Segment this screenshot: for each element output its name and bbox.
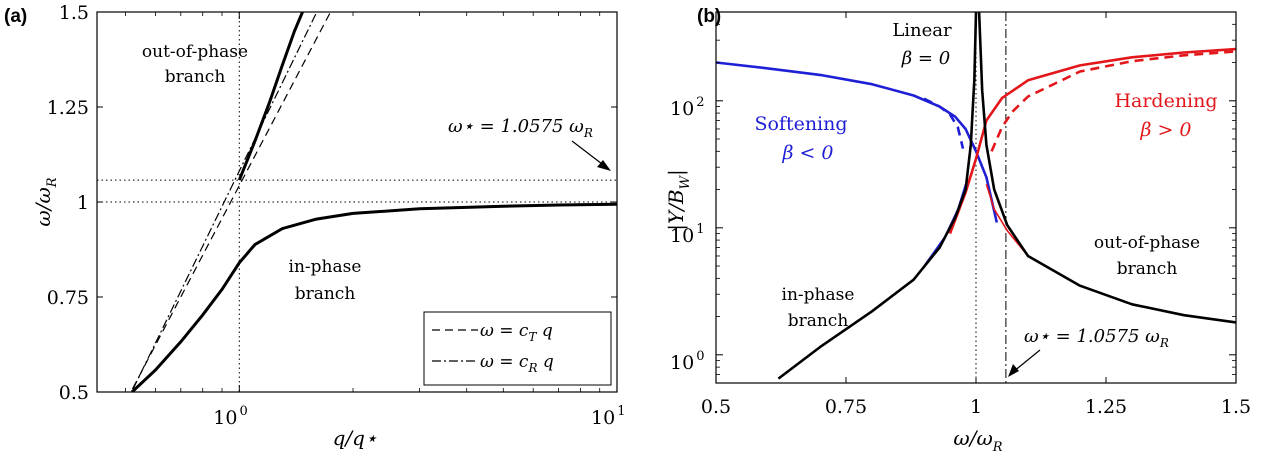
panel-b-x-tick-label: 0.5 <box>701 396 731 418</box>
panel-a-y-tick-label: 0.5 <box>59 382 89 404</box>
panel-b-y-tick-label: 10 2 <box>670 95 704 120</box>
panel-a-label: (a) <box>4 6 27 27</box>
panel-a-series-line-2 <box>130 12 332 392</box>
panel-b-hardening-label-1: Hardening <box>1114 90 1217 112</box>
panel-b-x-tick-label: 1.25 <box>1085 396 1127 418</box>
panel-b-linear-label-2: β = 0 <box>901 48 950 69</box>
panel-a-series-in_phase <box>130 202 617 392</box>
panel-a-y-tick-label: 1 <box>77 192 89 214</box>
panel-b-x-tick-label: 0.75 <box>825 396 867 418</box>
panel-b-series-hardening_dashed <box>990 50 1236 152</box>
panel-b-series-hardening_lower <box>985 184 1029 257</box>
panel-b-y-axis-label: |Y/BW| <box>664 169 693 231</box>
panel-b-x-tick-label: 1.5 <box>1221 396 1251 418</box>
panel-b-series-softening_lower <box>923 184 967 267</box>
panel-a-out-of-phase-label-1: out-of-phase <box>142 42 248 62</box>
legend-entry-cr: ω = cR q <box>480 352 554 375</box>
panel-b-x-tick-label: 1 <box>970 396 982 418</box>
panel-b-softening-label-2: β < 0 <box>781 142 833 164</box>
panel-a-omega-star-arrow <box>571 140 611 171</box>
panel-a-in-phase-label-2: branch <box>295 284 356 304</box>
panel-a-out-of-phase-label-2: branch <box>165 67 226 87</box>
panel-a-y-tick-label: 1.25 <box>47 97 89 119</box>
panel-a-omega-star-label: ω⋆ = 1.0575 ωR <box>448 116 593 140</box>
panel-b-series <box>716 12 1236 380</box>
panel-b-y-tick-label: 10 1 <box>670 222 704 247</box>
panel-a-legend: ω = cT q ω = cR q <box>423 311 612 386</box>
panel-a-reference-lines <box>97 12 617 392</box>
legend-entry-ct: ω = cT q <box>480 321 553 344</box>
panel-a-series-out_of_phase <box>237 12 304 181</box>
panel-b-reference-lines <box>975 12 1007 383</box>
panel-b-out-of-phase-label-2: branch <box>1117 259 1178 279</box>
panel-a-y-tick-label: 0.75 <box>47 287 89 309</box>
panel-b-series-softening_upper <box>716 61 999 223</box>
panel-a-ticks: 0.5 0.75 1 1.25 1.5 10 0 10 1 <box>47 2 626 429</box>
panel-a-x-tick-label: 10 0 <box>213 404 247 429</box>
panel-b-x-axis-label: ω/ωR <box>953 426 1002 455</box>
panel-b-series-linear_right <box>977 12 1236 324</box>
panel-b-series-hardening_upper <box>948 47 1236 235</box>
panel-a-y-tick-label: 1.5 <box>59 2 89 24</box>
panel-b-linear-label-1: Linear <box>892 20 952 41</box>
panel-b-hardening-label-2: β > 0 <box>1139 119 1191 141</box>
panel-a-y-axis-label: ω/ωR <box>31 177 60 226</box>
panel-a-series <box>130 12 617 392</box>
panel-b-series-linear_left <box>777 12 978 380</box>
panel-b-y-tick-label: 10 0 <box>670 349 704 374</box>
panel-a-x-tick-label: 10 1 <box>591 404 625 429</box>
panel-b-out-of-phase-label-1: out-of-phase <box>1094 233 1200 253</box>
panel-b-in-phase-label-1: in-phase <box>782 285 855 305</box>
panel-a-x-axis-label: q/q⋆ <box>333 426 378 450</box>
panel-b-series-softening_dashed <box>923 97 965 149</box>
panel-a-in-phase-label-1: in-phase <box>289 257 362 277</box>
panel-a-series-line-3 <box>130 12 318 392</box>
panel-b-label: (b) <box>697 6 721 27</box>
panel-b-omega-star-label: ω⋆ = 1.0575 ωR <box>1024 326 1169 350</box>
panel-a: (a) 0.5 0.75 1 1.25 1.5 10 0 10 1 out-of-phase b… <box>4 2 625 450</box>
panel-b-softening-label-1: Softening <box>754 113 847 135</box>
panel-b-omega-star-arrow <box>1008 349 1041 377</box>
panel-b-in-phase-label-2: branch <box>788 311 849 331</box>
panel-a-legend-box <box>423 311 612 386</box>
